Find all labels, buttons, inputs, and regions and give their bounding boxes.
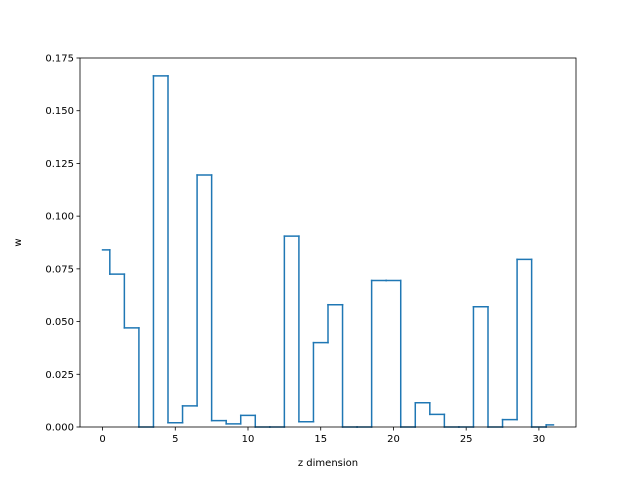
plot-area-frame <box>79 57 577 428</box>
x-tick-label: 25 <box>460 434 473 445</box>
x-axis-ticks: 0 5 10 15 20 25 30 <box>99 427 545 445</box>
x-tick-label: 20 <box>387 434 400 445</box>
y-tick-label: 0.125 <box>45 159 74 170</box>
y-tick-label: 0.150 <box>45 106 74 117</box>
y-tick-label: 0.075 <box>45 264 74 275</box>
y-tick-label: 0.175 <box>45 54 74 65</box>
y-tick-label: 0.025 <box>45 370 74 381</box>
x-tick-label: 5 <box>172 434 178 445</box>
y-axis-ticks: 0.000 0.025 0.050 0.075 0.100 0.125 0.150 0.175 <box>45 54 80 434</box>
x-tick-label: 15 <box>314 434 327 445</box>
y-tick-label: 0.050 <box>45 317 74 328</box>
y-tick-label: 0.100 <box>45 212 74 223</box>
series-layer <box>101 75 555 428</box>
x-tick-label: 30 <box>533 434 546 445</box>
x-tick-label: 0 <box>99 434 105 445</box>
y-tick-label: 0.000 <box>45 423 74 434</box>
x-tick-label: 10 <box>242 434 255 445</box>
x-axis-label: z dimension <box>298 458 358 469</box>
y-axis-label: w <box>13 238 24 246</box>
